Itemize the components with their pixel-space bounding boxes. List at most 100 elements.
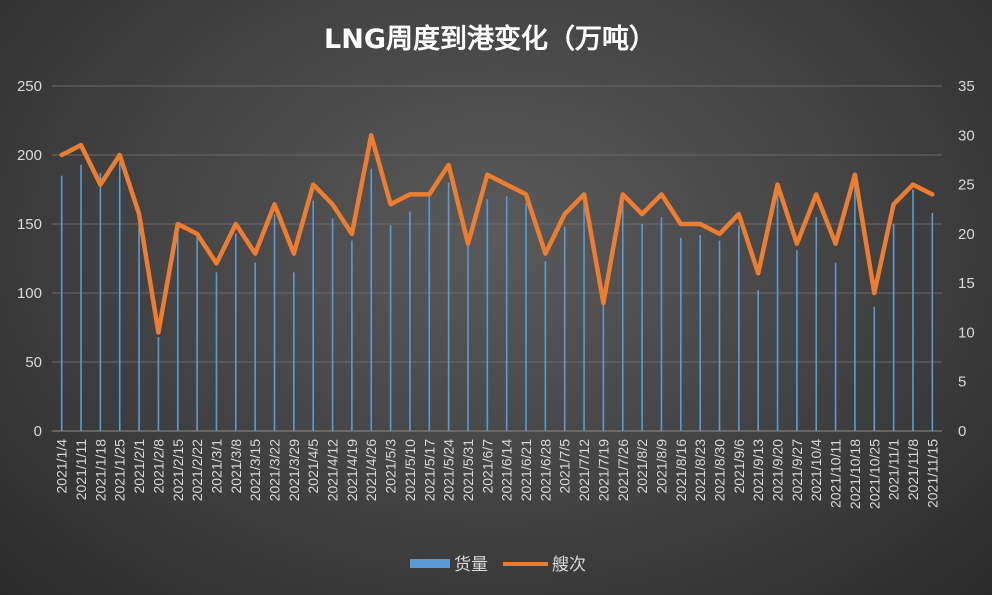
bar — [525, 203, 527, 431]
bar — [196, 237, 198, 431]
bar — [796, 250, 798, 431]
bar — [312, 200, 314, 431]
y-tick-label: 0 — [34, 423, 42, 440]
line-point — [253, 252, 257, 255]
bar — [80, 164, 82, 431]
line-point — [698, 222, 702, 226]
bar — [680, 237, 682, 431]
x-tick-label: 2021/11/1 — [886, 439, 902, 500]
line-point — [311, 183, 315, 186]
bar — [641, 224, 643, 431]
y-axis-left: 0 50 100 150 200 250 — [17, 78, 42, 440]
x-tick-label: 2021/10/18 — [847, 439, 863, 509]
bar — [215, 272, 218, 431]
x-tick-label: 2021/7/5 — [557, 439, 573, 494]
x-tick-label: 2021/3/22 — [267, 439, 283, 501]
bar — [293, 272, 295, 431]
bar — [892, 224, 895, 431]
bar — [389, 225, 392, 431]
bar — [834, 262, 837, 431]
legend-label-line: 艘次 — [552, 555, 586, 575]
x-tick-label: 2021/4/5 — [305, 439, 321, 494]
x-tick-label: 2021/6/14 — [499, 439, 515, 501]
line-point — [524, 193, 528, 196]
x-tick-label: 2021/1/11 — [73, 439, 89, 500]
x-tick-label: 2021/5/3 — [383, 439, 399, 494]
legend-label-bar: 货量 — [454, 555, 488, 575]
line-point — [795, 242, 799, 245]
bar — [718, 240, 721, 431]
line-point — [428, 193, 431, 196]
line-point — [873, 291, 876, 295]
x-axis: 2021/1/4 2021/1/11 2021/1/18 2021/1/25 2021/… — [52, 430, 942, 509]
y2-tick-label: 35 — [958, 78, 975, 95]
x-tick-label: 2021/5/24 — [441, 439, 457, 501]
bar — [118, 161, 121, 431]
line-point — [853, 173, 857, 176]
bar — [563, 226, 566, 431]
bar — [467, 233, 469, 431]
bar — [176, 230, 179, 431]
line-point — [99, 183, 102, 186]
x-tick-label: 2021/8/16 — [673, 439, 689, 501]
x-tick-label: 2021/7/19 — [595, 439, 611, 501]
y2-tick-label: 30 — [958, 127, 975, 144]
line-point — [640, 212, 644, 216]
bar — [660, 217, 663, 431]
x-tick-label: 2021/10/11 — [828, 439, 844, 508]
y2-tick-label: 0 — [958, 423, 966, 440]
line-point — [137, 212, 141, 216]
x-tick-label: 2021/6/21 — [518, 439, 534, 501]
y-tick-label: 100 — [17, 285, 42, 302]
x-tick-label: 2021/6/28 — [537, 439, 553, 501]
line-point — [157, 331, 160, 334]
line-point — [660, 193, 663, 196]
x-tick-label: 2021/5/31 — [460, 439, 476, 501]
x-tick-label: 2021/9/27 — [789, 439, 805, 501]
x-tick-label: 2021/8/23 — [692, 439, 708, 501]
bar — [621, 203, 624, 431]
bar — [602, 301, 605, 431]
legend: 货量 艘次 — [410, 555, 586, 575]
bar — [854, 185, 856, 431]
bar — [157, 337, 160, 431]
line-point — [718, 232, 721, 236]
x-tick-label: 2021/10/25 — [866, 439, 882, 509]
y-tick-label: 150 — [17, 216, 42, 233]
x-tick-label: 2021/7/26 — [615, 439, 631, 501]
bar — [757, 290, 759, 431]
x-tick-label: 2021/5/17 — [421, 439, 437, 501]
line-point — [447, 163, 450, 167]
bar — [544, 261, 547, 431]
y-axis-right: 0 5 10 15 20 25 30 35 — [958, 78, 975, 440]
x-tick-label: 2021/1/25 — [112, 439, 128, 501]
bar — [776, 185, 779, 431]
x-tick-label: 2021/10/4 — [808, 439, 824, 501]
line-point — [815, 193, 818, 196]
line-point — [292, 252, 296, 255]
gridlines — [52, 85, 942, 363]
bar — [370, 168, 373, 432]
line-point — [756, 272, 760, 275]
x-tick-label: 2021/2/22 — [189, 439, 205, 501]
x-tick-label: 2021/5/10 — [402, 439, 418, 501]
line-point — [273, 203, 276, 206]
bar — [99, 172, 102, 431]
x-tick-label: 2021/8/2 — [634, 439, 650, 494]
x-tick-label: 2021/3/8 — [228, 439, 244, 494]
line-point — [621, 193, 624, 196]
x-tick-label: 2021/2/15 — [170, 439, 186, 501]
line-point — [602, 301, 605, 305]
y2-tick-label: 10 — [958, 324, 975, 341]
line-point — [931, 193, 934, 196]
bar — [815, 217, 818, 431]
line-point — [60, 153, 63, 157]
x-tick-label: 2021/4/19 — [344, 439, 360, 501]
x-tick-label: 2021/2/1 — [131, 439, 147, 494]
x-tick-label: 2021/11/8 — [905, 439, 921, 500]
bar — [583, 195, 585, 431]
bar — [428, 196, 431, 431]
y2-tick-label: 15 — [958, 275, 975, 292]
line-point — [234, 222, 238, 226]
